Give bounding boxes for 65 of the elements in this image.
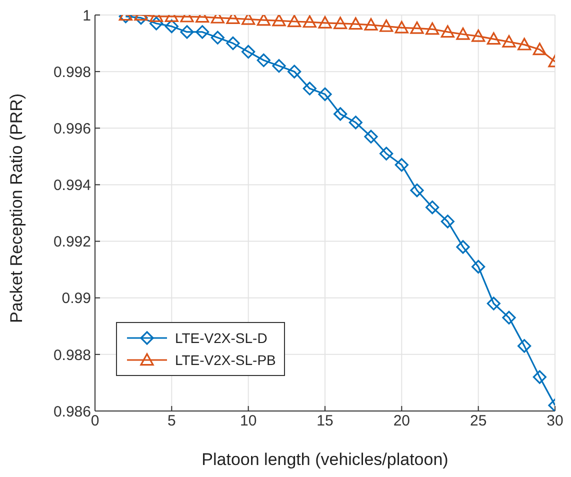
point xyxy=(472,260,486,274)
point xyxy=(302,15,316,28)
point xyxy=(302,82,316,96)
x-axis-title: Platoon length (vehicles/platoon) xyxy=(202,450,448,469)
y-tick-label: 0.998 xyxy=(53,64,91,81)
point xyxy=(318,16,332,29)
point xyxy=(272,15,286,26)
point xyxy=(394,158,408,172)
point xyxy=(532,42,546,56)
point xyxy=(288,15,302,28)
point xyxy=(150,16,164,30)
point xyxy=(210,30,224,44)
point xyxy=(256,53,270,68)
legend-label: LTE-V2X-SL-PB xyxy=(175,352,276,368)
point xyxy=(380,20,394,32)
point xyxy=(426,22,440,35)
y-axis-title: Packet Reception Ratio (PRR) xyxy=(7,93,26,323)
x-tick-label: 20 xyxy=(393,412,410,430)
point xyxy=(410,184,424,198)
x-tick-label: 25 xyxy=(470,412,487,430)
x-tick-label: 15 xyxy=(316,412,334,430)
point xyxy=(364,130,378,144)
x-tick-label: 5 xyxy=(167,412,176,430)
point xyxy=(242,15,256,25)
point xyxy=(426,200,440,214)
point xyxy=(440,25,454,38)
point xyxy=(348,17,362,30)
point xyxy=(348,116,362,130)
point xyxy=(502,310,516,324)
point xyxy=(380,146,394,160)
point xyxy=(486,32,500,45)
y-tick-label: 0.996 xyxy=(53,120,91,138)
y-tick-label: 1 xyxy=(82,7,91,24)
point xyxy=(226,36,240,50)
point xyxy=(456,240,470,254)
point xyxy=(364,18,378,30)
point xyxy=(486,296,500,310)
y-tick-label: 0.99 xyxy=(62,290,91,308)
y-tick-label: 0.992 xyxy=(53,234,91,251)
point xyxy=(518,38,532,50)
point xyxy=(532,370,546,384)
point xyxy=(164,20,178,34)
x-tick-label: 30 xyxy=(546,412,564,430)
legend-label: LTE-V2X-SL-D xyxy=(175,330,268,346)
point xyxy=(242,44,256,59)
point xyxy=(196,25,210,39)
point xyxy=(456,27,470,40)
point xyxy=(256,15,270,26)
point xyxy=(518,339,532,353)
point xyxy=(334,16,348,30)
point xyxy=(440,214,454,228)
point xyxy=(288,64,302,78)
y-tick-label: 0.988 xyxy=(53,346,91,364)
y-tick-label: 0.994 xyxy=(53,177,91,194)
point xyxy=(334,107,348,121)
y-tick-label: 0.986 xyxy=(53,403,91,420)
x-tick-label: 0 xyxy=(90,412,100,430)
point xyxy=(180,25,194,39)
point xyxy=(472,29,486,42)
point xyxy=(410,21,424,34)
point xyxy=(318,87,332,101)
point xyxy=(394,20,408,34)
x-tick-label: 10 xyxy=(240,412,257,430)
point xyxy=(502,35,516,48)
point xyxy=(272,59,286,73)
